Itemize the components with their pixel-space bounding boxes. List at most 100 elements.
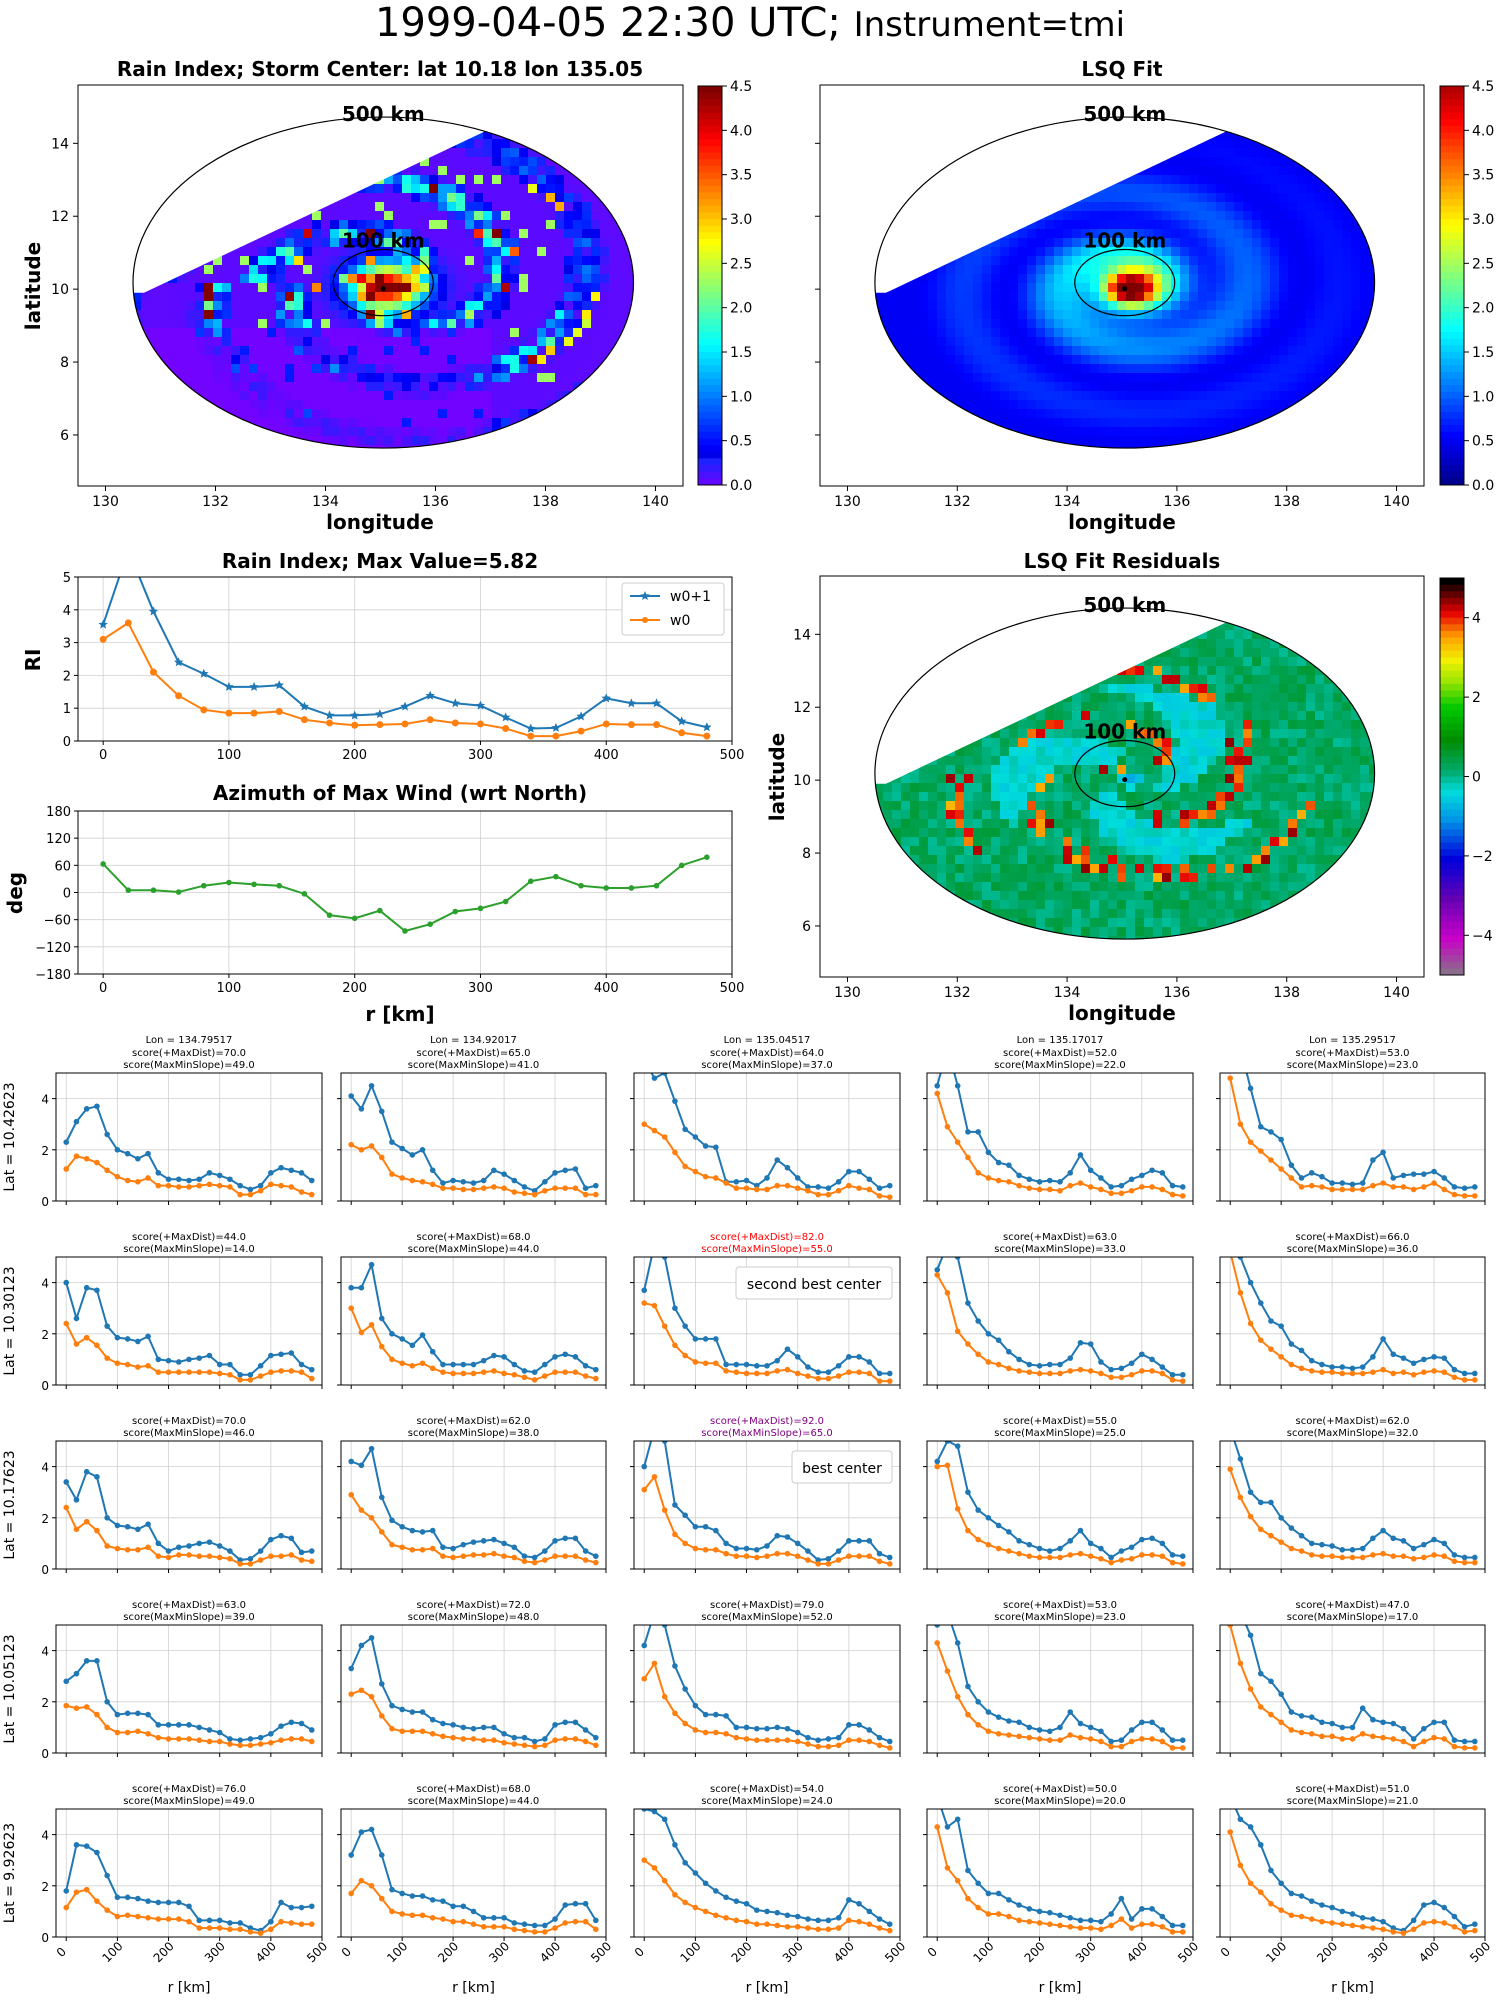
map-cell (1081, 418, 1091, 428)
map-cell (456, 427, 466, 437)
map-cell (1117, 184, 1127, 194)
map-cell (438, 184, 448, 194)
map-cell (1126, 202, 1136, 212)
map-cell (1108, 418, 1118, 428)
map-cell (483, 265, 493, 275)
map-cell (438, 310, 448, 320)
map-cell (973, 319, 983, 329)
map-cell (1090, 409, 1100, 419)
map-cell (258, 292, 268, 302)
map-cell (1180, 184, 1190, 194)
map-cell (411, 256, 421, 266)
map-cell (1000, 409, 1010, 419)
map-cell (195, 292, 205, 302)
map-cell (582, 283, 592, 293)
map-cell (276, 373, 286, 383)
map-cell (348, 373, 358, 383)
map-cell (1189, 283, 1199, 293)
map-cell (1153, 211, 1163, 221)
map-cell (1171, 355, 1181, 365)
map-cell (1054, 274, 1064, 284)
map-cell (555, 238, 565, 248)
map-cell (1144, 436, 1154, 446)
map-cell (366, 238, 376, 248)
map-cell (339, 337, 349, 347)
map-cell (492, 175, 502, 185)
map-cell (321, 220, 331, 230)
map-cell (1117, 265, 1127, 275)
map-cell (474, 409, 484, 419)
map-cell (1081, 355, 1091, 365)
map-cell (1189, 157, 1199, 167)
map-cell (1162, 418, 1172, 428)
map-cell (1153, 337, 1163, 347)
instrument-title: Instrument=tmi (853, 5, 1126, 45)
map-cell (159, 283, 169, 293)
map-cell (402, 211, 412, 221)
map-cell (1036, 310, 1046, 320)
map-cell (447, 193, 457, 203)
map-cell (1153, 193, 1163, 203)
map-cell (973, 391, 983, 401)
map-cell (375, 301, 385, 311)
map-cell (1063, 256, 1073, 266)
map-cell (564, 373, 574, 383)
map-cell (1099, 256, 1109, 266)
map-cell (384, 445, 394, 449)
map-cell (982, 400, 992, 410)
map-cell (294, 400, 304, 410)
map-cell (474, 310, 484, 320)
map-cell (892, 328, 902, 338)
map-cell (510, 157, 520, 167)
map-cell (609, 283, 619, 293)
map-cell (240, 256, 250, 266)
map-cell (357, 256, 367, 266)
map-cell (1072, 400, 1082, 410)
map-cell (267, 328, 277, 338)
map-cell (1000, 247, 1010, 257)
map-cell (303, 373, 313, 383)
map-cell (1135, 391, 1145, 401)
map-cell (456, 319, 466, 329)
map-cell (937, 283, 947, 293)
map-cell (384, 220, 394, 230)
map-cell (1108, 229, 1118, 239)
map-cell (1063, 373, 1073, 383)
map-cell (1126, 301, 1136, 311)
map-cell (1126, 193, 1136, 203)
map-cell (510, 265, 520, 275)
map-cell (1117, 445, 1127, 449)
map-cell (294, 418, 304, 428)
map-cell (330, 301, 340, 311)
map-cell (946, 310, 956, 320)
map-cell (447, 238, 457, 248)
map-cell (240, 373, 250, 383)
map-cell (964, 346, 974, 356)
map-cell (582, 310, 592, 320)
map-cell (1099, 400, 1109, 410)
map-cell (910, 355, 920, 365)
map-cell (483, 364, 493, 374)
map-cell (1144, 364, 1154, 374)
map-cell (901, 301, 911, 311)
map-cell (1108, 409, 1118, 419)
map-cell (429, 292, 439, 302)
map-cell (438, 166, 448, 176)
map-cell (973, 274, 983, 284)
map-cell (330, 373, 340, 383)
x-tick-label: 138 (532, 494, 559, 510)
map-cell (456, 274, 466, 284)
map-cell (465, 418, 475, 428)
map-cell (474, 319, 484, 329)
map-cell (366, 391, 376, 401)
map-cell (964, 382, 974, 392)
map-cell (267, 418, 277, 428)
map-cell (582, 328, 592, 338)
map-cell (1117, 229, 1127, 239)
map-cell (483, 328, 493, 338)
map-cell (402, 346, 412, 356)
map-cell (1063, 382, 1073, 392)
map-cell (195, 328, 205, 338)
map-cell (231, 382, 241, 392)
